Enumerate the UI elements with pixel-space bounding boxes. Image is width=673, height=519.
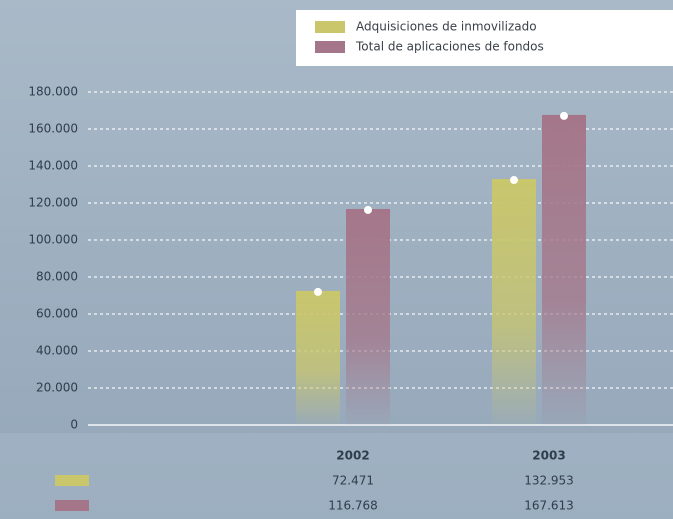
y-tick-label: 160.000 (28, 122, 78, 136)
legend-label: Adquisiciones de inmovilizado (356, 20, 537, 34)
y-tick-label: 40.000 (36, 344, 78, 358)
bar (346, 208, 390, 425)
bar-cap (314, 287, 322, 296)
x-tick-label: 2003 (532, 449, 565, 463)
legend-swatch (315, 21, 345, 33)
table-value: 116.768 (328, 499, 378, 513)
y-tick-label: 140.000 (28, 159, 78, 173)
legend-box (296, 10, 673, 66)
y-tick-label: 60.000 (36, 307, 78, 321)
y-tick-label: 180.000 (28, 85, 78, 99)
table-value: 132.953 (524, 474, 574, 488)
bar (296, 290, 340, 425)
bar-cap (560, 111, 568, 120)
y-tick-label: 120.000 (28, 196, 78, 210)
table-value: 167.613 (524, 499, 574, 513)
x-tick-label: 2002 (336, 449, 369, 463)
legend-swatch (315, 41, 345, 53)
table-value: 72.471 (332, 474, 374, 488)
table-swatch (55, 475, 89, 486)
table-band (0, 433, 673, 519)
table-swatch (55, 500, 89, 511)
y-tick-label: 20.000 (36, 381, 78, 395)
bar (542, 114, 586, 425)
y-tick-label: 100.000 (28, 233, 78, 247)
y-tick-label: 80.000 (36, 270, 78, 284)
bar-cap (364, 205, 372, 214)
legend-label: Total de aplicaciones de fondos (355, 40, 544, 54)
y-tick-label: 0 (70, 418, 78, 432)
bar-cap (510, 176, 518, 185)
bar (492, 179, 536, 425)
